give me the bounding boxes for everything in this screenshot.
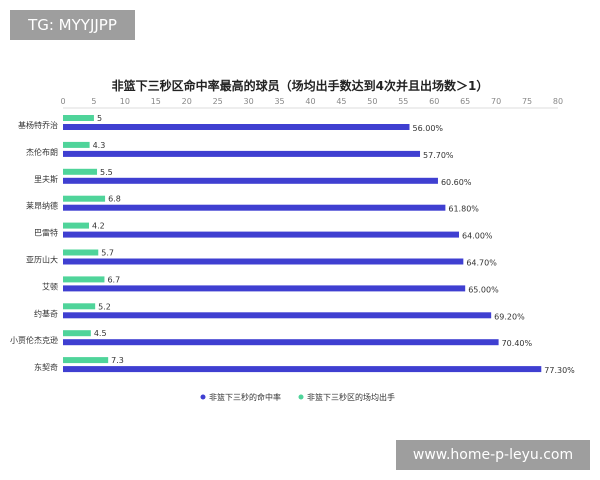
- category-label: 约基奇: [34, 308, 58, 318]
- x-tick-label: 5: [91, 97, 96, 106]
- bar-shots-label: 6.7: [107, 275, 120, 284]
- bar-shots-label: 5.7: [101, 249, 114, 258]
- x-tick-label: 0: [60, 97, 65, 106]
- category-label: 巴雷特: [34, 228, 58, 238]
- legend-label-fg-pct: 非篮下三秒的命中率: [209, 392, 281, 402]
- watermark-url: www.home-p-leyu.com: [396, 440, 590, 470]
- x-tick-label: 80: [553, 97, 563, 106]
- bar-fg-pct-label: 64.00%: [462, 232, 493, 241]
- bar-shots: [63, 168, 98, 175]
- bar-fg-pct-label: 56.00%: [413, 124, 444, 133]
- category-label: 艾顿: [42, 281, 58, 291]
- bar-fg-pct-label: 77.30%: [544, 366, 575, 375]
- legend-swatch-fg-pct: [200, 394, 206, 400]
- bar-shots: [63, 115, 94, 121]
- bar-shots-label: 5.5: [100, 168, 113, 177]
- category-label: 杰伦布朗: [26, 147, 58, 157]
- bar-shots-label: 4.2: [92, 222, 105, 231]
- bar-fg-pct: [63, 285, 466, 292]
- bar-fg-pct: [63, 124, 410, 130]
- bar-fg-pct-label: 70.40%: [502, 339, 533, 348]
- bar-shots-label: 4.3: [93, 141, 106, 150]
- bar-shots: [63, 303, 96, 310]
- x-tick-label: 65: [460, 97, 470, 106]
- bars-group: 基杨特乔治 5 56.00% 杰伦布朗 4.3 57.70% 里夫斯 5.5 60.60% 莱昂纳…: [10, 114, 575, 375]
- bar-shots: [63, 141, 90, 148]
- bar-fg-pct: [63, 339, 499, 346]
- category-label: 小贾伦杰克逊: [10, 335, 58, 345]
- bar-shots-label: 4.5: [94, 329, 107, 338]
- bar-shots: [63, 357, 109, 364]
- bar-fg-pct: [63, 231, 459, 238]
- bar-fg-pct-label: 64.70%: [466, 259, 497, 268]
- bar-shots: [63, 249, 99, 256]
- category-label: 莱昂纳德: [26, 201, 58, 211]
- x-tick-label: 40: [305, 97, 315, 106]
- bar-fg-pct-label: 65.00%: [468, 285, 499, 294]
- bar-fg-pct-label: 61.80%: [448, 205, 479, 214]
- category-label: 东契奇: [34, 362, 58, 372]
- bar-shots-label: 5.2: [98, 302, 111, 311]
- x-tick-label: 60: [429, 97, 439, 106]
- bar-shots-label: 7.3: [111, 356, 124, 365]
- chart-title: 非篮下三秒区命中率最高的球员（场均出手数达到4次并且出场数＞1）: [112, 78, 489, 93]
- bar-fg-pct-label: 60.60%: [441, 178, 472, 187]
- legend-swatch-shots: [298, 394, 304, 400]
- watermark-tag: TG: MYYJJPP: [10, 10, 135, 40]
- x-tick-label: 20: [182, 97, 192, 106]
- bar-fg-pct: [63, 312, 492, 319]
- x-tick-label: 35: [274, 97, 284, 106]
- bar-shots: [63, 222, 89, 229]
- x-tick-label: 15: [151, 97, 161, 106]
- bar-shots-label: 6.8: [108, 195, 121, 204]
- x-tick-label: 10: [120, 97, 130, 106]
- x-tick-label: 50: [367, 97, 377, 106]
- bar-fg-pct: [63, 177, 438, 184]
- bar-fg-pct-label: 69.20%: [494, 312, 525, 321]
- bar-shots: [63, 276, 105, 283]
- bar-shots: [63, 195, 106, 202]
- legend: 非篮下三秒的命中率 非篮下三秒区的场均出手: [200, 392, 395, 402]
- bar-fg-pct: [63, 366, 542, 373]
- bar-fg-pct-label: 57.70%: [423, 151, 454, 160]
- x-tick-label: 55: [398, 97, 408, 106]
- bar-fg-pct: [63, 258, 464, 265]
- x-axis: 0 5 10 15 20 25 30 35 40 45 50 55 60 65 70 75 80: [60, 97, 563, 109]
- bar-fg-pct: [63, 204, 446, 211]
- bar-shots-label: 5: [97, 114, 102, 123]
- x-tick-label: 25: [213, 97, 223, 106]
- x-tick-label: 45: [336, 97, 346, 106]
- legend-label-shots: 非篮下三秒区的场均出手: [307, 392, 395, 402]
- category-label: 里夫斯: [34, 174, 58, 184]
- x-tick-label: 75: [522, 97, 532, 106]
- bar-fg-pct: [63, 150, 421, 157]
- category-label: 亚历山大: [26, 255, 58, 265]
- x-tick-label: 30: [244, 97, 254, 106]
- bar-shots: [63, 330, 91, 337]
- category-label: 基杨特乔治: [18, 120, 58, 130]
- x-tick-label: 70: [491, 97, 501, 106]
